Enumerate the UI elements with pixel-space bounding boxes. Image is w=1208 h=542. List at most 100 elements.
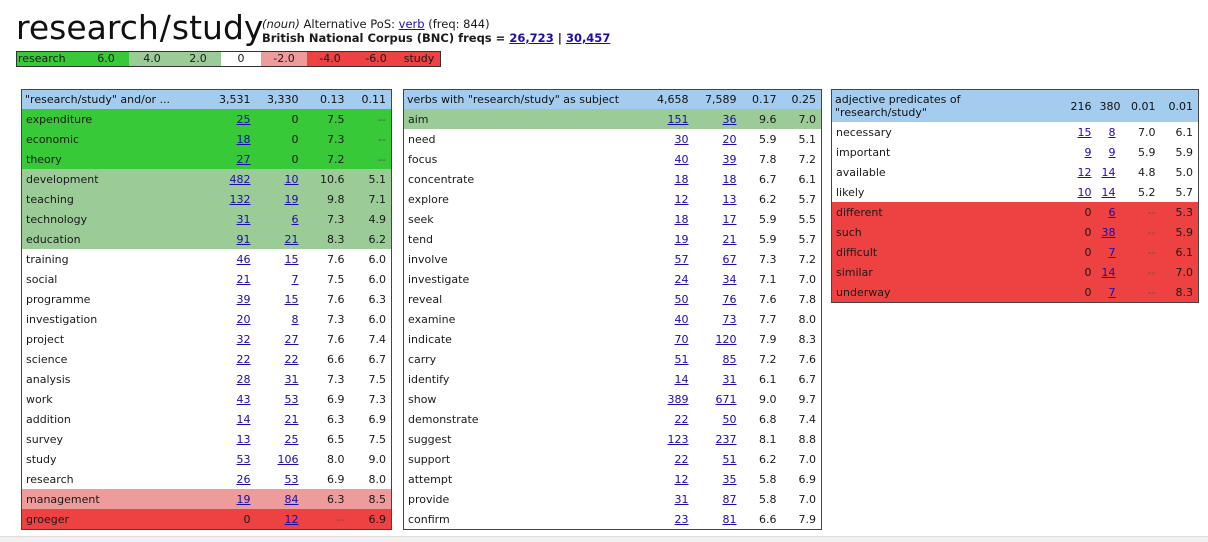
freq-link[interactable]: 22: [674, 412, 689, 426]
freq-link[interactable]: 28: [236, 372, 251, 386]
freq-link[interactable]: 23: [674, 512, 689, 526]
freq-link[interactable]: 57: [674, 252, 689, 266]
freq-link[interactable]: 50: [674, 292, 689, 306]
freq-link[interactable]: 27: [236, 152, 251, 166]
freq-link[interactable]: 70: [674, 332, 689, 346]
freq-link[interactable]: 39: [236, 292, 251, 306]
freq-link[interactable]: 24: [674, 272, 689, 286]
freq-link[interactable]: 18: [674, 172, 689, 186]
freq-link[interactable]: 482: [229, 172, 251, 186]
freq-link[interactable]: 12: [674, 192, 689, 206]
freq-link[interactable]: 17: [722, 212, 737, 226]
freq-link[interactable]: 10: [1077, 185, 1092, 199]
horizontal-scrollbar[interactable]: [0, 536, 1208, 542]
freq-cell: 25: [181, 109, 256, 129]
freq-link[interactable]: 389: [667, 392, 689, 406]
freq-link[interactable]: 85: [722, 352, 737, 366]
freq-link[interactable]: 20: [236, 312, 251, 326]
freq-link[interactable]: 53: [284, 392, 299, 406]
freq-link[interactable]: 9: [1108, 145, 1116, 159]
freq-link[interactable]: 19: [236, 492, 251, 506]
freq-link[interactable]: 8: [291, 312, 299, 326]
freq-link[interactable]: 32: [236, 332, 251, 346]
freq-link[interactable]: 7: [1108, 245, 1116, 259]
freq-link[interactable]: 38: [1101, 225, 1116, 239]
freq-link[interactable]: 15: [284, 252, 299, 266]
freq-link[interactable]: 31: [674, 492, 689, 506]
freq-link[interactable]: 106: [277, 452, 299, 466]
freq-link[interactable]: 151: [667, 112, 689, 126]
freq-link[interactable]: 76: [722, 292, 737, 306]
alt-pos-link[interactable]: verb: [398, 17, 425, 31]
freq-link[interactable]: 26: [236, 472, 251, 486]
freq-link[interactable]: 19: [674, 232, 689, 246]
score-cell: 6.1: [1175, 125, 1194, 139]
freq-link[interactable]: 15: [1077, 125, 1092, 139]
freq-link[interactable]: 22: [284, 352, 299, 366]
freq-link[interactable]: 53: [284, 472, 299, 486]
freq1-link[interactable]: 26,723: [509, 31, 554, 45]
freq2-link[interactable]: 30,457: [565, 31, 611, 45]
freq-link[interactable]: 20: [722, 132, 737, 146]
freq-link[interactable]: 6: [291, 212, 299, 226]
freq-link[interactable]: 25: [284, 432, 299, 446]
freq-link[interactable]: 25: [236, 112, 251, 126]
freq-link[interactable]: 21: [722, 232, 737, 246]
freq-link[interactable]: 13: [236, 432, 251, 446]
freq-link[interactable]: 14: [1101, 165, 1116, 179]
table-row: necessary 15 8 7.0 6.1: [832, 122, 1199, 142]
freq-link[interactable]: 10: [284, 172, 299, 186]
freq-link[interactable]: 39: [722, 152, 737, 166]
freq-link[interactable]: 13: [722, 192, 737, 206]
freq-link[interactable]: 8: [1108, 125, 1116, 139]
freq-link[interactable]: 51: [722, 452, 737, 466]
freq-link[interactable]: 12: [674, 472, 689, 486]
freq-link[interactable]: 36: [722, 112, 737, 126]
freq-link[interactable]: 132: [229, 192, 251, 206]
freq-link[interactable]: 67: [722, 252, 737, 266]
freq-link[interactable]: 73: [722, 312, 737, 326]
freq-link[interactable]: 21: [236, 272, 251, 286]
freq-link[interactable]: 91: [236, 232, 251, 246]
freq-link[interactable]: 30: [674, 132, 689, 146]
freq-link[interactable]: 84: [284, 492, 299, 506]
freq-link[interactable]: 35: [722, 472, 737, 486]
freq-link[interactable]: 50: [722, 412, 737, 426]
freq-link[interactable]: 15: [284, 292, 299, 306]
freq-link[interactable]: 53: [236, 452, 251, 466]
freq-link[interactable]: 19: [284, 192, 299, 206]
freq-link[interactable]: 31: [722, 372, 737, 386]
freq-link[interactable]: 6: [1108, 205, 1116, 219]
freq-link[interactable]: 9: [1084, 145, 1092, 159]
freq-link[interactable]: 27: [284, 332, 299, 346]
freq-link[interactable]: 40: [674, 312, 689, 326]
freq-link[interactable]: 671: [715, 392, 737, 406]
freq-link[interactable]: 22: [236, 352, 251, 366]
freq-link[interactable]: 7: [291, 272, 299, 286]
freq-link[interactable]: 123: [667, 432, 689, 446]
freq-link[interactable]: 21: [284, 232, 299, 246]
freq-link[interactable]: 14: [236, 412, 251, 426]
freq-link[interactable]: 14: [1101, 185, 1116, 199]
freq-link[interactable]: 43: [236, 392, 251, 406]
freq-link[interactable]: 31: [236, 212, 251, 226]
freq-link[interactable]: 12: [1077, 165, 1092, 179]
freq-link[interactable]: 22: [674, 452, 689, 466]
freq-link[interactable]: 12: [284, 512, 299, 526]
freq-link[interactable]: 7: [1108, 285, 1116, 299]
freq-link[interactable]: 120: [715, 332, 737, 346]
freq-link[interactable]: 21: [284, 412, 299, 426]
freq-link[interactable]: 46: [236, 252, 251, 266]
freq-link[interactable]: 34: [722, 272, 737, 286]
freq-link[interactable]: 18: [674, 212, 689, 226]
freq-link[interactable]: 31: [284, 372, 299, 386]
freq-link[interactable]: 14: [674, 372, 689, 386]
freq-link[interactable]: 237: [715, 432, 737, 446]
freq-link[interactable]: 51: [674, 352, 689, 366]
freq-link[interactable]: 87: [722, 492, 737, 506]
freq-link[interactable]: 81: [722, 512, 737, 526]
freq-link[interactable]: 18: [236, 132, 251, 146]
freq-link[interactable]: 14: [1101, 265, 1116, 279]
freq-link[interactable]: 18: [722, 172, 737, 186]
freq-link[interactable]: 40: [674, 152, 689, 166]
